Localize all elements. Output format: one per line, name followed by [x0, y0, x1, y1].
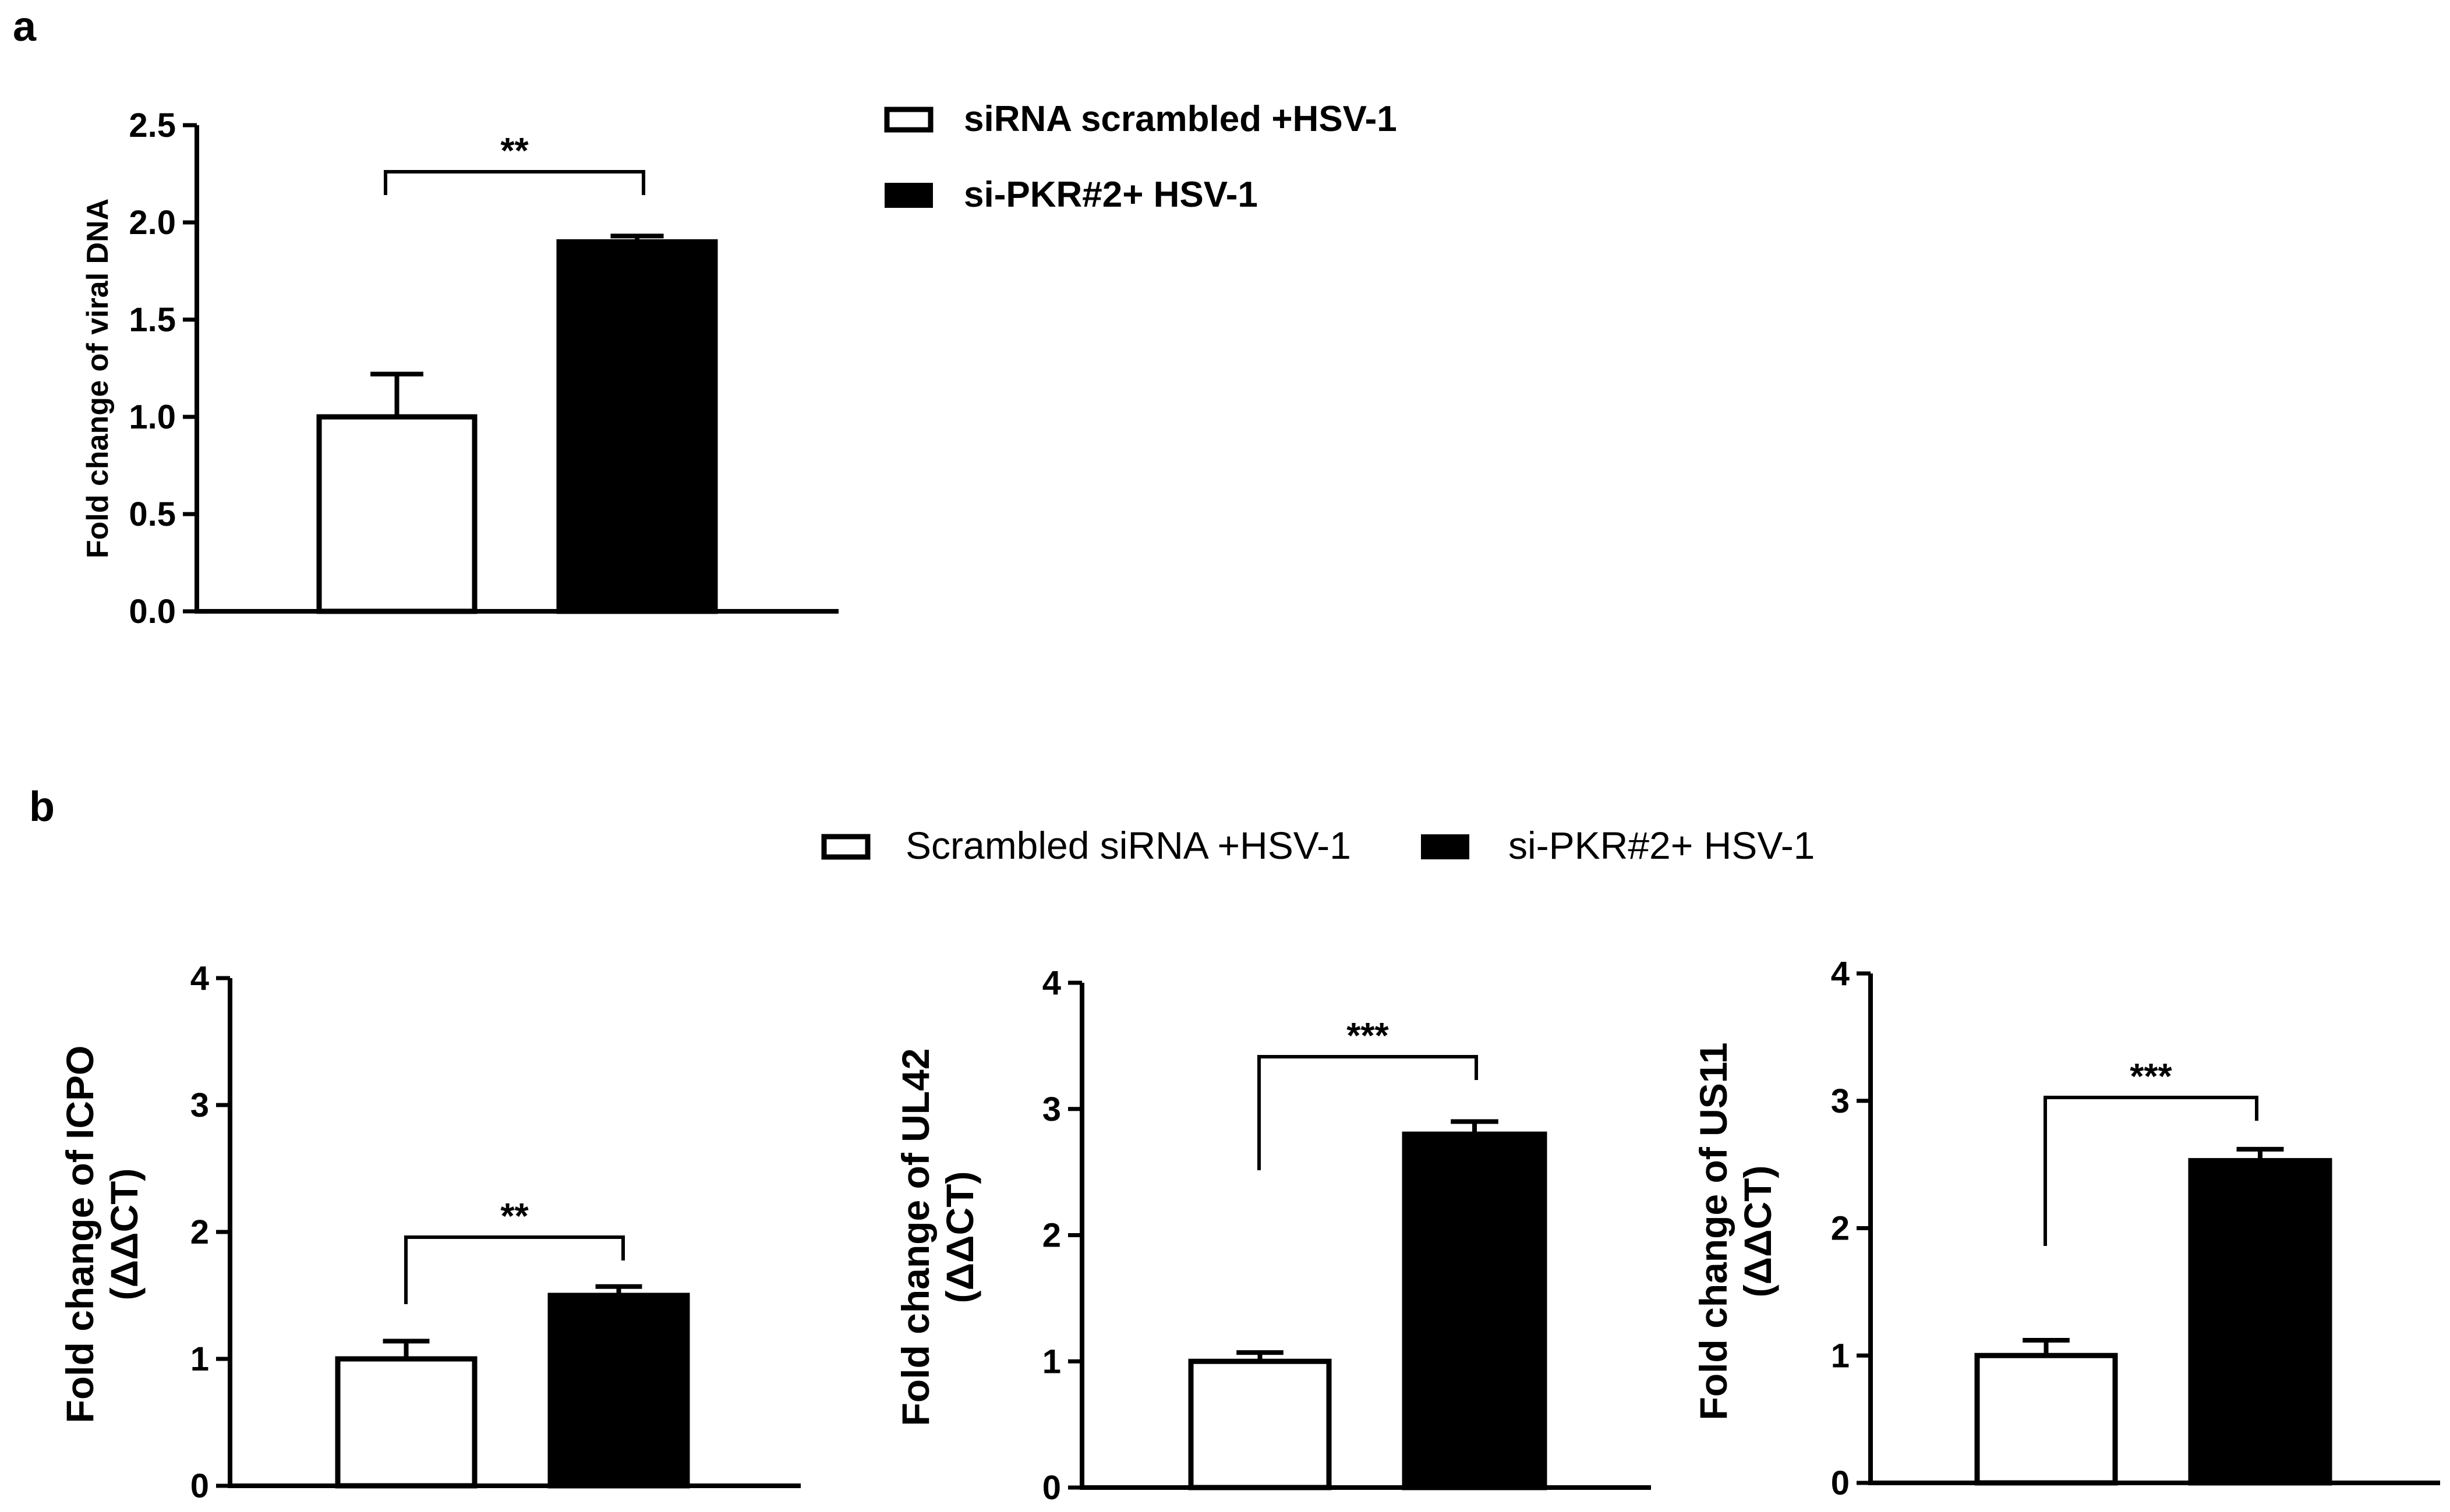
y-tick-label: 1	[1042, 1343, 1061, 1380]
significance-label: **	[500, 1196, 529, 1237]
significance-label: **	[500, 131, 529, 171]
legend-b-swatch-1	[1421, 834, 1469, 859]
bar	[1188, 1358, 1332, 1490]
y-tick-label: 1	[190, 1340, 209, 1378]
y-tick-label: 0	[1042, 1469, 1061, 1507]
legend-a-swatch-0	[884, 107, 934, 133]
legend-a: siRNA scrambled +HSV-1 si-PKR#2+ HSV-1	[884, 99, 1397, 215]
y-tick-label: 0	[1831, 1464, 1850, 1502]
panel-label-a: a	[13, 3, 37, 50]
y-axis-label: Fold change of ICPO(ΔΔCT)	[58, 1045, 146, 1423]
y-tick-label: 0.5	[129, 495, 176, 533]
bar	[1974, 1352, 2118, 1486]
y-tick-label: 1	[1831, 1337, 1850, 1375]
bar	[2188, 1158, 2332, 1486]
chart-2: 0 1 2 3 4 Fold change of ICPO(ΔΔCT) **	[58, 959, 801, 1505]
legend-b-label-0: Scrambled siRNA +HSV-1	[906, 824, 1351, 867]
y-axis-label: Fold change of US11(ΔΔCT)	[1692, 1042, 1779, 1420]
y-axis-label: Fold change of viral DNA	[81, 199, 115, 558]
y-tick-label: 2	[1042, 1217, 1061, 1255]
y-tick-label: 0.0	[129, 593, 176, 631]
legend-b-label-1: si-PKR#2+ HSV-1	[1508, 824, 1815, 867]
y-tick-label: 3	[1831, 1082, 1850, 1120]
significance-bracket	[1257, 1055, 1478, 1170]
significance-label: ***	[1346, 1016, 1389, 1056]
chart-4: 0 1 2 3 4 Fold change of US11(ΔΔCT) ***	[1692, 955, 2440, 1502]
y-tick-label: 2	[1831, 1210, 1850, 1248]
chart-3: 0 1 2 3 4 Fold change of UL42(ΔΔCT) ***	[894, 964, 1651, 1507]
y-tick-label: 3	[1042, 1090, 1061, 1128]
legend-b-swatch-0	[821, 834, 871, 860]
y-tick-label: 2	[190, 1213, 209, 1251]
legend-b: Scrambled siRNA +HSV-1 si-PKR#2+ HSV-1	[821, 824, 1815, 867]
legend-a-label-1: si-PKR#2+ HSV-1	[964, 175, 1258, 215]
legend-a-swatch-1	[885, 183, 933, 208]
legend-a-label-0: siRNA scrambled +HSV-1	[964, 99, 1397, 139]
significance-bracket	[2044, 1096, 2258, 1246]
y-tick-label: 4	[1831, 955, 1850, 993]
y-tick-label: 2.5	[129, 107, 176, 144]
y-tick-label: 4	[190, 959, 209, 997]
significance-label: ***	[2130, 1057, 2172, 1097]
chart-1: 0.0 0.5 1.0 1.5 2.0 2.5 Fold change of viral D…	[81, 107, 839, 631]
plots: 0.0 0.5 1.0 1.5 2.0 2.5 Fold change of viral D…	[58, 107, 2440, 1507]
panel-label-b: b	[29, 784, 55, 830]
y-axis-label: Fold change of UL42(ΔΔCT)	[894, 1048, 981, 1426]
significance-bracket	[404, 1235, 625, 1304]
y-tick-label: 2.0	[129, 204, 176, 242]
bar	[335, 1356, 478, 1489]
bar	[556, 239, 718, 614]
bar	[1402, 1131, 1547, 1490]
y-tick-label: 4	[1042, 964, 1061, 1002]
y-tick-label: 1.0	[129, 398, 176, 436]
bar	[316, 414, 478, 614]
y-tick-label: 1.5	[129, 301, 176, 339]
y-tick-label: 3	[190, 1086, 209, 1124]
significance-bracket	[384, 170, 645, 195]
bar	[547, 1293, 690, 1489]
y-tick-label: 0	[190, 1467, 209, 1505]
